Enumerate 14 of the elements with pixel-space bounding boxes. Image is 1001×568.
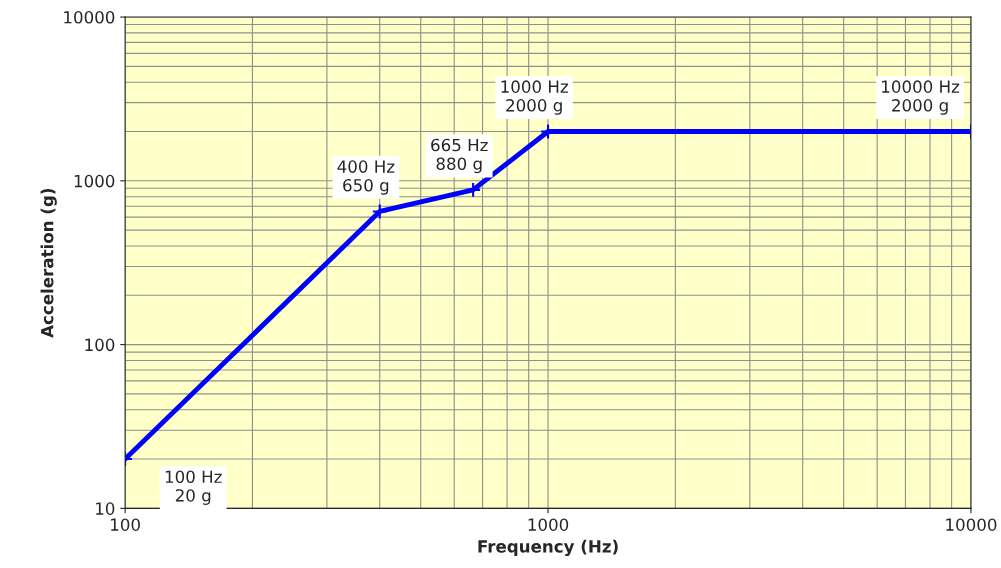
y-tick-label: 10 xyxy=(96,502,115,515)
y-tick-label: 1000 xyxy=(74,174,115,188)
x-tick-label: 10000 xyxy=(946,518,997,531)
x-tick-label: 100 xyxy=(111,518,140,531)
y-tick-label: 100 xyxy=(85,338,115,352)
y-tick-label: 10000 xyxy=(64,11,115,24)
annotation: 10000 Hz 2000 g xyxy=(882,80,960,115)
annotation: 665 Hz 880 g xyxy=(431,138,488,174)
annotation: 1000 Hz 2000 g xyxy=(501,80,568,115)
annotation: 400 Hz 650 g xyxy=(337,160,395,195)
x-axis-title: Frequency (Hz) xyxy=(478,539,618,557)
y-axis-title: Acceleration (g) xyxy=(40,188,57,338)
annotation: 100 Hz 20 g xyxy=(165,470,222,505)
x-tick-label: 1000 xyxy=(528,518,569,531)
